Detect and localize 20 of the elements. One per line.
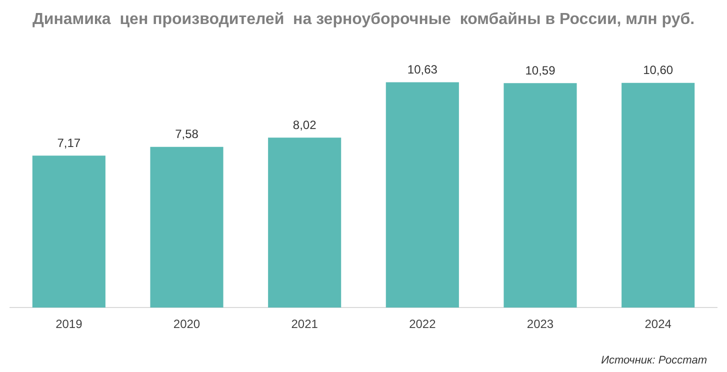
- x-tick-label: 2022: [409, 317, 436, 332]
- bar: [504, 83, 577, 308]
- bar: [150, 146, 224, 308]
- data-label: 10,59: [525, 63, 556, 78]
- bar: [268, 138, 342, 308]
- text: Источник: Росстат: [601, 354, 707, 367]
- x-tick-label: 2020: [173, 317, 200, 332]
- x-tick-label: 2019: [56, 317, 83, 332]
- data-label: 8,02: [292, 118, 317, 132]
- bar: [32, 156, 106, 308]
- x-tick-label: 2024: [644, 317, 672, 332]
- bar: [622, 82, 695, 308]
- data-label: 7,58: [175, 127, 199, 142]
- chart-title: Динамика цен производителей на зерноуборочные комбайны в России, млн руб.: [32, 11, 695, 28]
- data-label: 7,17: [57, 136, 81, 150]
- x-tick-label: 2023: [526, 317, 554, 332]
- data-label: 10,60: [643, 63, 674, 78]
- data-label: 10,63: [407, 62, 438, 77]
- bar: [386, 82, 459, 308]
- x-tick-label: 2021: [291, 317, 318, 332]
